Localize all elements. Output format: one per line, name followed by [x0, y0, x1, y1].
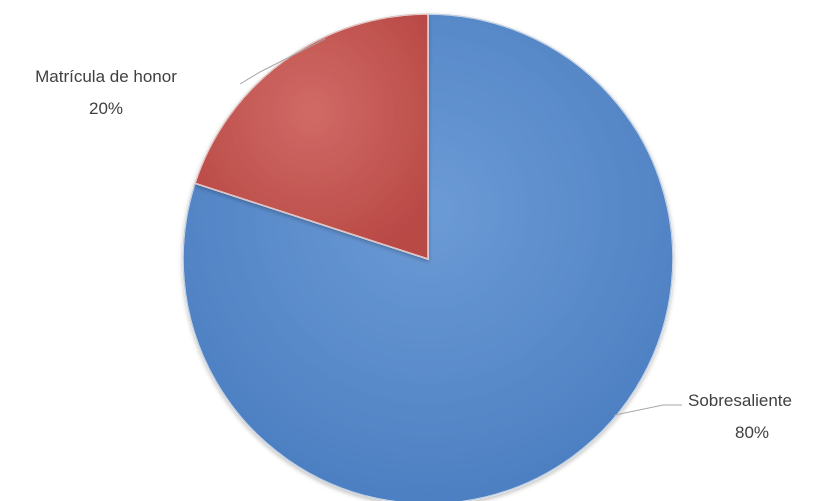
pie-slice-edge — [194, 13, 429, 260]
pie-slice-matr-cula-de-honor — [194, 13, 429, 261]
leader-line — [239, 38, 326, 85]
slice-value-label: 80% — [735, 423, 769, 442]
pie-labels: Sobresaliente 80% Matrícula de honor 20% — [35, 38, 792, 442]
leader-line — [614, 404, 682, 416]
slice-value-label: 20% — [89, 99, 123, 118]
pie-slice-edge — [182, 13, 674, 501]
pie-slices — [182, 13, 674, 501]
slice-name-label: Sobresaliente — [688, 391, 792, 410]
pie-slice-sobresaliente — [182, 13, 674, 501]
slice-name-label: Matrícula de honor — [35, 67, 177, 86]
